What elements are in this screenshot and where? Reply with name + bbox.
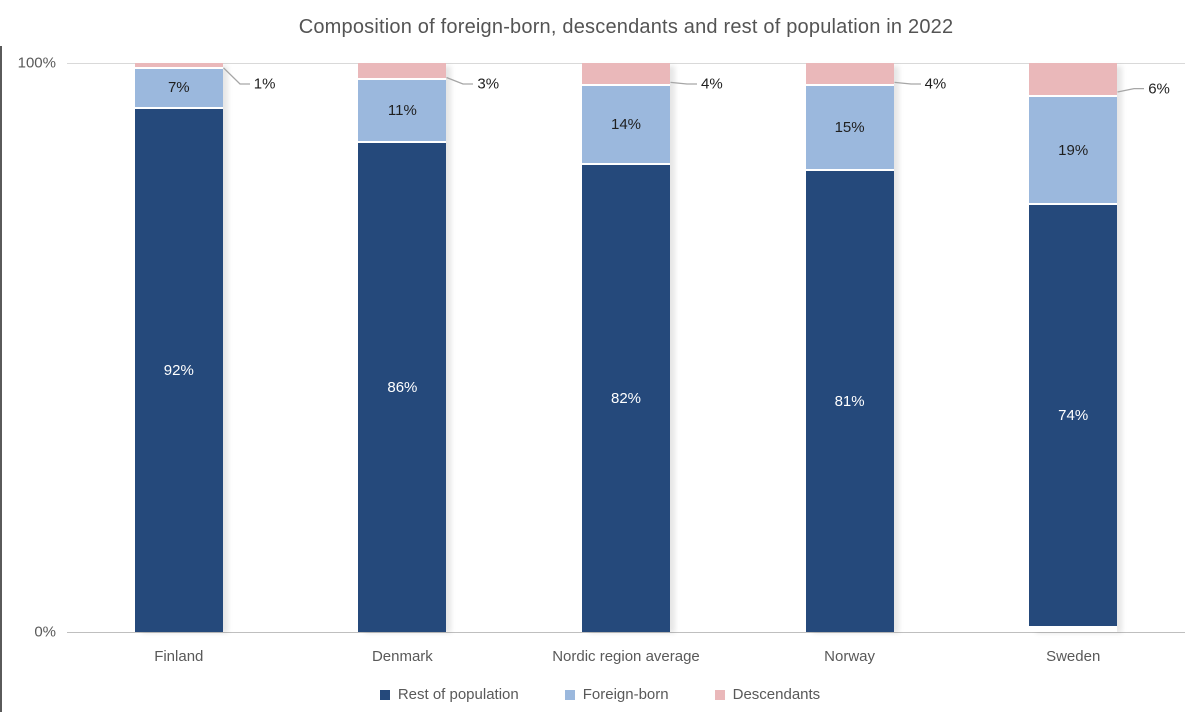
value-label-descendants-norway: 4% [924,75,947,93]
segment-foreign-born-denmark: 11% [358,80,447,143]
value-label-rest-of-population-nordic-region-average: 82% [610,390,642,408]
segment-descendants-sweden [1029,63,1118,98]
value-label-foreign-born-finland: 7% [167,79,190,97]
bar-nordic-region-average: 14% 82% 4% [582,63,723,632]
bar-norway: 15% 81% 4% [805,63,946,632]
callout-line-finland [222,67,250,85]
category-label-nordic-region-average: Nordic region average [552,648,700,665]
segment-descendants-norway [805,63,894,86]
legend-label-descendants: Descendants [732,686,821,703]
value-label-descendants-nordic-region-average: 4% [701,75,723,93]
segment-rest-of-population-nordic-region-average: 82% [582,165,670,632]
callout-line-norway [894,81,921,85]
value-label-descendants-sweden: 6% [1148,80,1170,98]
segment-rest-of-population-norway: 81% [805,171,894,632]
chart-title: Composition of foreign-born, descendants… [298,16,954,38]
legend-label-rest-of-population: Rest of population [397,686,519,703]
value-label-rest-of-population-finland: 92% [163,361,194,379]
segment-descendants-denmark [358,63,447,81]
legend-label-foreign-born: Foreign-born [582,686,669,703]
legend-swatch-rest-of-population [379,689,390,700]
bar-sweden: 19% 74% 6% [1029,63,1170,632]
segment-foreign-born-sweden: 19% [1029,97,1118,206]
legend-swatch-foreign-born [564,689,575,700]
callout-line-nordic-region-average [670,81,697,85]
segment-foreign-born-nordic-region-average: 14% [582,85,670,166]
legend: Rest of population Foreign-born Descendant… [0,686,1200,703]
segment-descendants-finland [134,63,223,69]
legend-item-rest-of-population: Rest of population [379,686,519,703]
bar-finland: 7% 92% 1% [134,63,275,632]
segment-rest-of-population-sweden: 74% [1029,205,1118,627]
segment-descendants-nordic-region-average [582,63,670,86]
value-label-descendants-finland: 1% [253,75,276,93]
callout-line-sweden [1117,87,1145,93]
value-label-rest-of-population-norway: 81% [834,393,865,411]
value-label-foreign-born-nordic-region-average: 14% [610,116,642,134]
value-label-rest-of-population-denmark: 86% [387,378,418,396]
segment-foreign-born-finland: 7% [134,68,223,109]
category-label-sweden: Sweden [1046,648,1101,665]
page-left-border [0,46,2,712]
value-label-rest-of-population-sweden: 74% [1058,407,1089,425]
segment-rest-of-population-denmark: 86% [358,142,447,632]
value-label-descendants-denmark: 3% [477,75,500,93]
legend-swatch-descendants [714,689,725,700]
x-axis-line [67,632,1185,633]
value-label-foreign-born-denmark: 11% [387,101,417,119]
legend-item-descendants: Descendants [714,686,821,703]
category-label-norway: Norway [824,648,876,665]
value-label-foreign-born-norway: 15% [834,118,865,136]
y-axis-tick-100: 100% [17,54,56,72]
segment-foreign-born-norway: 15% [805,85,894,172]
segment-rest-of-population-finland: 92% [134,108,223,632]
callout-line-denmark [446,76,474,85]
category-label-finland: Finland [154,648,204,665]
value-label-foreign-born-sweden: 19% [1058,141,1089,159]
category-label-denmark: Denmark [371,648,433,665]
legend-item-foreign-born: Foreign-born [564,686,669,703]
bar-denmark: 11% 86% 3% [358,63,499,632]
plot-area: 7% 92% 1% 11% 86% 3% 14% 82% 4% 15% 81% 4% 19% 74% 6% [67,63,1185,633]
y-axis-tick-0: 0% [34,623,56,641]
